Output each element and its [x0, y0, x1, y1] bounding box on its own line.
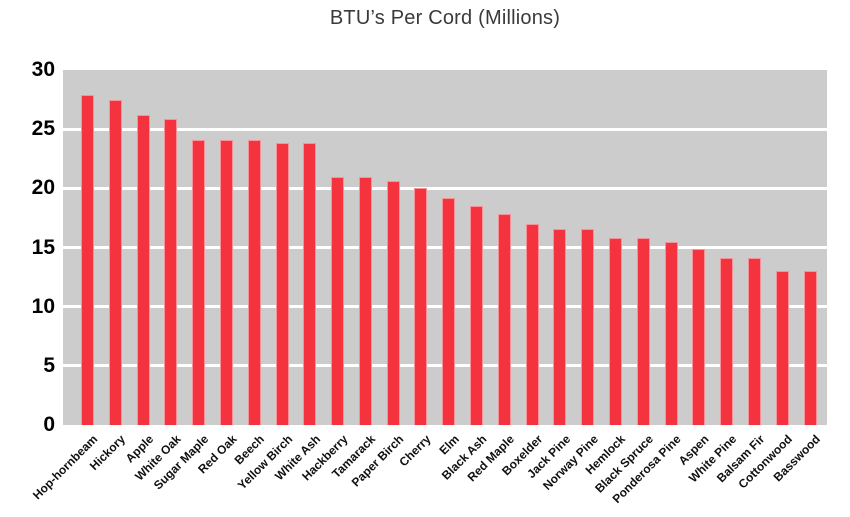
bar-red-maple: [497, 214, 511, 425]
bar-cherry: [414, 188, 428, 425]
bar-balsam-fir: [747, 258, 761, 425]
bar-hemlock: [609, 238, 622, 425]
x-tick-label-hop-hornbeam: Hop-hornbeam: [30, 432, 101, 503]
bar-aspen: [692, 248, 706, 425]
bar-elm: [442, 197, 456, 425]
y-axis: 0 5 10 15 20 25 30: [0, 58, 55, 436]
bar-ponderosa-pine: [664, 241, 678, 425]
bar-white-oak: [164, 118, 178, 425]
gridline-y-25: [63, 127, 827, 131]
x-axis: Hop-hornbeam Hickory Apple White Oak Sugar M…: [30, 425, 827, 517]
bar-yellow-birch: [275, 143, 289, 425]
gridline-y-20: [63, 186, 827, 190]
bar-beech: [247, 139, 261, 425]
bar-hop-hornbeam: [81, 94, 94, 425]
y-tick-label-25: 25: [31, 117, 55, 141]
y-tick-label-30: 30: [31, 58, 55, 81]
y-tick-label-0: 0: [43, 413, 55, 436]
bar-black-spruce: [636, 238, 650, 425]
y-tick-label-20: 20: [31, 176, 55, 200]
bar-apple: [136, 114, 150, 425]
y-tick-label-15: 15: [31, 235, 55, 259]
bar-black-ash: [470, 206, 484, 425]
bar-jack-pine: [553, 228, 567, 425]
bar-norway-pine: [581, 228, 595, 425]
plot-area: [63, 70, 827, 425]
bar-red-oak: [219, 139, 233, 425]
y-tick-label-5: 5: [43, 353, 55, 377]
bar-white-ash: [303, 143, 317, 425]
y-tick-label-10: 10: [31, 294, 55, 318]
bar-hickory: [108, 99, 122, 425]
bar-tamarack: [358, 176, 372, 425]
bar-basswood: [803, 271, 817, 425]
bar-cottonwood: [775, 271, 789, 425]
bar-hackberry: [331, 176, 345, 425]
chart-title: BTU’s Per Cord (Millions): [329, 7, 561, 29]
bar-white-pine: [720, 258, 734, 425]
bar-paper-birch: [386, 181, 400, 425]
bar-boxelder: [525, 223, 539, 425]
bar-sugar-maple: [192, 139, 206, 425]
